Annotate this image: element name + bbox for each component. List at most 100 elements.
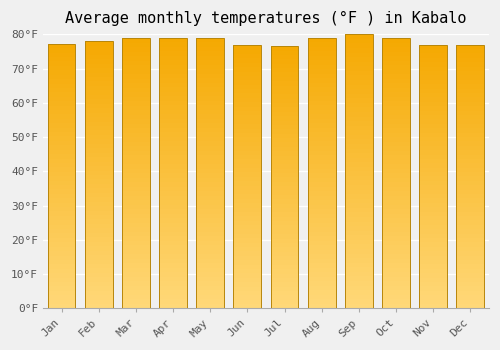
Bar bbox=[308, 150, 336, 155]
Bar bbox=[308, 83, 336, 87]
Bar bbox=[456, 115, 484, 119]
Bar bbox=[234, 291, 262, 295]
Bar bbox=[308, 119, 336, 124]
Bar bbox=[308, 51, 336, 56]
Bar bbox=[159, 241, 187, 245]
Bar bbox=[48, 57, 76, 62]
Bar bbox=[270, 138, 298, 142]
Bar bbox=[382, 102, 410, 106]
Bar bbox=[308, 56, 336, 60]
Bar bbox=[122, 61, 150, 65]
Bar bbox=[122, 70, 150, 74]
Bar bbox=[234, 212, 262, 216]
Bar bbox=[308, 232, 336, 236]
Bar bbox=[85, 193, 112, 197]
Bar bbox=[419, 194, 447, 198]
Bar bbox=[308, 110, 336, 114]
Bar bbox=[456, 265, 484, 269]
Bar bbox=[419, 190, 447, 194]
Bar bbox=[122, 223, 150, 228]
Bar bbox=[85, 300, 112, 304]
Bar bbox=[196, 56, 224, 60]
Bar bbox=[382, 79, 410, 83]
Bar bbox=[196, 281, 224, 286]
Bar bbox=[308, 250, 336, 254]
Bar bbox=[345, 185, 373, 190]
Bar bbox=[419, 265, 447, 269]
Bar bbox=[270, 190, 298, 195]
Bar bbox=[308, 177, 336, 182]
Bar bbox=[308, 182, 336, 187]
Bar bbox=[308, 101, 336, 105]
Bar bbox=[196, 47, 224, 51]
Bar bbox=[122, 187, 150, 191]
Bar bbox=[456, 111, 484, 115]
Bar bbox=[382, 304, 410, 308]
Bar bbox=[456, 163, 484, 168]
Bar bbox=[382, 245, 410, 250]
Bar bbox=[382, 160, 410, 164]
Bar bbox=[345, 263, 373, 267]
Bar bbox=[419, 198, 447, 203]
Bar bbox=[48, 44, 76, 308]
Bar bbox=[85, 228, 112, 233]
Bar bbox=[419, 287, 447, 291]
Bar bbox=[419, 128, 447, 133]
Bar bbox=[308, 114, 336, 119]
Bar bbox=[234, 199, 262, 203]
Bar bbox=[122, 201, 150, 205]
Bar bbox=[456, 247, 484, 251]
Bar bbox=[345, 181, 373, 185]
Bar bbox=[345, 304, 373, 308]
Bar bbox=[419, 97, 447, 102]
Bar bbox=[270, 46, 298, 51]
Bar bbox=[419, 102, 447, 106]
Bar bbox=[159, 96, 187, 101]
Bar bbox=[122, 52, 150, 56]
Bar bbox=[196, 277, 224, 281]
Bar bbox=[159, 78, 187, 83]
Bar bbox=[456, 133, 484, 137]
Bar bbox=[85, 286, 112, 290]
Bar bbox=[419, 260, 447, 265]
Bar bbox=[85, 144, 112, 148]
Bar bbox=[159, 101, 187, 105]
Bar bbox=[456, 71, 484, 75]
Bar bbox=[270, 195, 298, 199]
Bar bbox=[85, 304, 112, 308]
Bar bbox=[85, 41, 112, 46]
Bar bbox=[308, 187, 336, 191]
Bar bbox=[382, 119, 410, 124]
Bar bbox=[85, 259, 112, 264]
Bar bbox=[419, 225, 447, 229]
Bar bbox=[196, 295, 224, 300]
Bar bbox=[270, 212, 298, 217]
Bar bbox=[270, 199, 298, 204]
Bar bbox=[234, 63, 262, 67]
Bar bbox=[270, 164, 298, 169]
Bar bbox=[419, 115, 447, 119]
Bar bbox=[308, 295, 336, 300]
Bar bbox=[234, 102, 262, 107]
Bar bbox=[345, 158, 373, 162]
Bar bbox=[270, 186, 298, 190]
Bar bbox=[196, 101, 224, 105]
Bar bbox=[159, 132, 187, 137]
Bar bbox=[122, 169, 150, 173]
Bar bbox=[234, 221, 262, 225]
Bar bbox=[122, 38, 150, 43]
Bar bbox=[85, 77, 112, 82]
Bar bbox=[159, 160, 187, 164]
Bar bbox=[48, 48, 76, 52]
Bar bbox=[308, 105, 336, 110]
Bar bbox=[345, 172, 373, 176]
Bar bbox=[85, 153, 112, 157]
Bar bbox=[308, 209, 336, 214]
Bar bbox=[122, 83, 150, 88]
Bar bbox=[85, 219, 112, 224]
Bar bbox=[270, 230, 298, 234]
Bar bbox=[419, 168, 447, 172]
Bar bbox=[234, 234, 262, 238]
Bar bbox=[345, 112, 373, 117]
Bar bbox=[85, 197, 112, 202]
